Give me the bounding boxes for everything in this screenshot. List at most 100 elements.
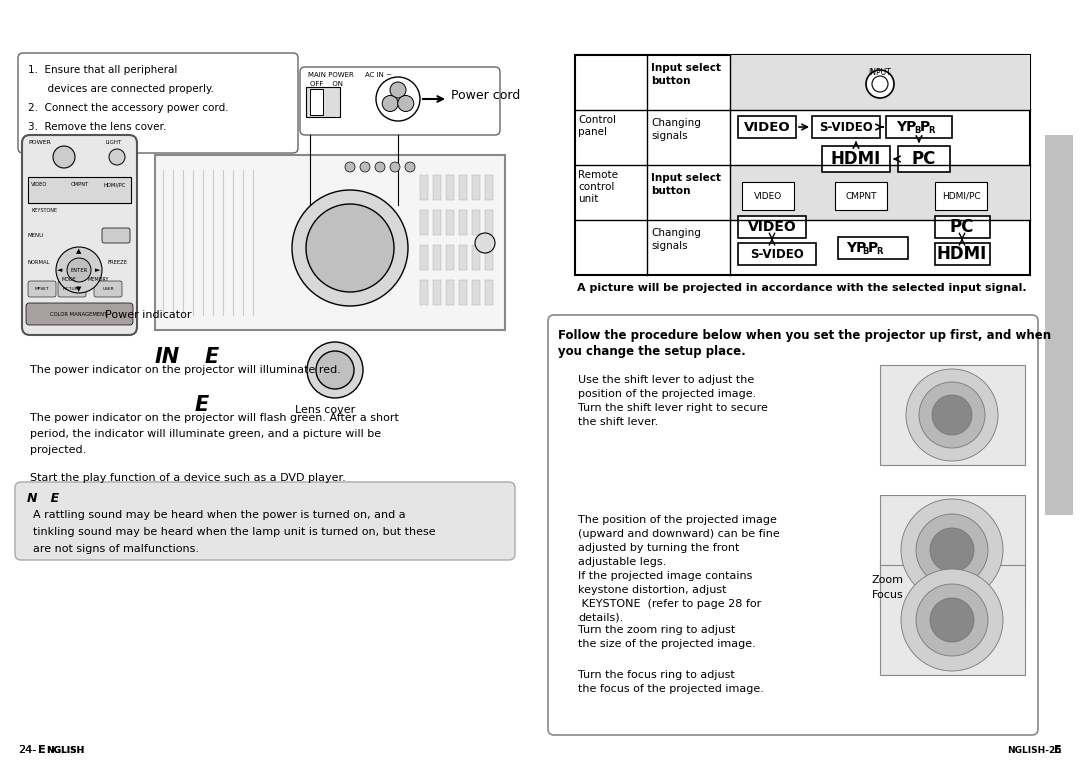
Bar <box>446 245 454 270</box>
Bar <box>812 116 880 138</box>
Bar <box>420 280 428 305</box>
Text: VIDEO: VIDEO <box>747 220 796 234</box>
Bar <box>485 280 492 305</box>
Text: ▲: ▲ <box>77 248 82 254</box>
Bar <box>28 177 131 203</box>
Text: KEYSTONE  (refer to page 28 for: KEYSTONE (refer to page 28 for <box>578 599 761 609</box>
Text: position of the projected image.: position of the projected image. <box>578 389 756 399</box>
Text: Turn the shift lever right to secure: Turn the shift lever right to secure <box>578 403 768 413</box>
Bar <box>738 243 816 265</box>
Text: KEYSTONE: KEYSTONE <box>31 208 57 213</box>
Text: adjustable legs.: adjustable legs. <box>578 557 666 567</box>
Text: MPSET: MPSET <box>35 287 50 291</box>
Circle shape <box>56 247 102 293</box>
Text: Follow the procedure below when you set the projector up first, and when: Follow the procedure below when you set … <box>558 329 1051 342</box>
Bar <box>485 210 492 235</box>
Text: Turn the focus ring to adjust: Turn the focus ring to adjust <box>578 670 734 680</box>
Text: button: button <box>651 76 690 86</box>
Text: 2.  Connect the accessory power cord.: 2. Connect the accessory power cord. <box>28 103 229 113</box>
Circle shape <box>932 395 972 435</box>
Bar <box>433 210 441 235</box>
Bar <box>485 245 492 270</box>
Circle shape <box>901 569 1003 671</box>
Bar <box>459 175 467 200</box>
Text: VIDEO: VIDEO <box>31 182 48 187</box>
Text: MEMORY: MEMORY <box>87 277 108 282</box>
Text: Focus: Focus <box>872 590 904 600</box>
Text: details).: details). <box>578 613 623 623</box>
Text: ►: ► <box>95 267 100 273</box>
Bar <box>420 210 428 235</box>
Bar <box>459 280 467 305</box>
Text: CMPNT: CMPNT <box>846 191 877 200</box>
Bar <box>822 146 890 172</box>
FancyBboxPatch shape <box>26 303 133 325</box>
Text: NORMAL: NORMAL <box>28 260 51 265</box>
Text: ▼: ▼ <box>77 286 82 292</box>
Text: adjusted by turning the front: adjusted by turning the front <box>578 543 740 553</box>
FancyBboxPatch shape <box>58 281 86 297</box>
Text: Turn the zoom ring to adjust: Turn the zoom ring to adjust <box>578 625 735 635</box>
Bar <box>897 146 950 172</box>
Text: Lens cover: Lens cover <box>295 405 355 415</box>
Bar <box>446 210 454 235</box>
Bar <box>485 175 492 200</box>
Circle shape <box>307 342 363 398</box>
Text: Start the play function of a device such as a DVD player.: Start the play function of a device such… <box>30 473 346 483</box>
Text: E: E <box>195 395 210 415</box>
Text: YP: YP <box>896 120 916 134</box>
Bar <box>156 155 505 330</box>
Text: Zoom: Zoom <box>872 575 904 585</box>
Bar <box>472 245 480 270</box>
Text: LIGHT: LIGHT <box>105 140 121 145</box>
Circle shape <box>335 233 365 263</box>
Circle shape <box>316 351 354 389</box>
Bar <box>742 182 794 210</box>
Text: Input select: Input select <box>651 173 721 183</box>
Text: Power indicator: Power indicator <box>105 310 191 320</box>
Circle shape <box>390 162 400 172</box>
Text: The power indicator on the projector will flash green. After a short: The power indicator on the projector wil… <box>30 413 399 423</box>
Text: Changing: Changing <box>651 118 701 128</box>
Text: INPUT: INPUT <box>868 68 891 77</box>
Bar <box>935 182 987 210</box>
Text: S-VIDEO: S-VIDEO <box>751 248 804 261</box>
Text: ◄: ◄ <box>57 267 63 273</box>
Text: keystone distortion, adjust: keystone distortion, adjust <box>578 585 727 595</box>
Bar <box>838 237 908 259</box>
Circle shape <box>360 162 370 172</box>
Bar <box>835 182 887 210</box>
Circle shape <box>475 233 495 253</box>
Text: 1.  Ensure that all peripheral: 1. Ensure that all peripheral <box>28 65 177 75</box>
Circle shape <box>292 190 408 306</box>
FancyBboxPatch shape <box>28 281 56 297</box>
Text: S-VIDEO: S-VIDEO <box>819 121 873 134</box>
Text: Input select: Input select <box>651 63 721 73</box>
Bar <box>880 495 1025 605</box>
Text: PC: PC <box>949 218 974 236</box>
Bar <box>472 175 480 200</box>
Bar <box>738 216 806 238</box>
FancyBboxPatch shape <box>548 315 1038 735</box>
Text: B: B <box>862 246 868 256</box>
Text: HDMI: HDMI <box>831 150 881 168</box>
Text: are not signs of malfunctions.: are not signs of malfunctions. <box>33 544 199 554</box>
Text: button: button <box>651 186 690 196</box>
Text: POWER: POWER <box>28 140 51 145</box>
Text: MAIN POWER: MAIN POWER <box>308 72 354 78</box>
Text: A rattling sound may be heard when the power is turned on, and a: A rattling sound may be heard when the p… <box>33 510 406 520</box>
Text: The position of the projected image: The position of the projected image <box>578 515 777 525</box>
Bar <box>306 87 340 117</box>
Bar <box>935 243 990 265</box>
Circle shape <box>376 77 420 121</box>
Text: Remote: Remote <box>578 170 618 180</box>
Bar <box>880 365 1025 465</box>
Circle shape <box>930 528 974 572</box>
Bar <box>433 245 441 270</box>
FancyBboxPatch shape <box>22 135 137 335</box>
Bar <box>420 175 428 200</box>
Text: HDMI: HDMI <box>936 245 987 263</box>
FancyBboxPatch shape <box>94 281 122 297</box>
Text: ENTER: ENTER <box>70 268 87 272</box>
Bar <box>472 210 480 235</box>
